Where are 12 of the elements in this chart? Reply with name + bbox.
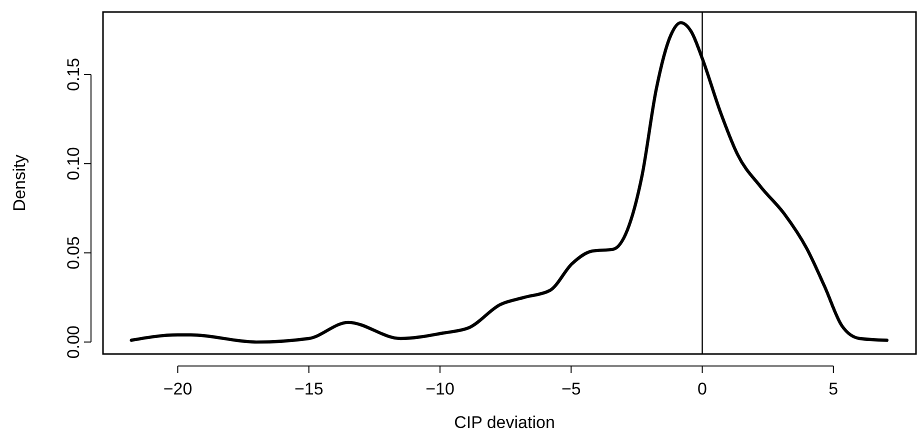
y-axis-title: Density [10,154,29,212]
x-tick-label: 5 [828,380,838,399]
y-tick-label: 0.00 [64,326,83,359]
x-axis-title: CIP deviation [454,413,555,432]
x-tick-label: −20 [163,380,192,399]
y-tick-label: 0.10 [64,147,83,180]
x-tick-label: −10 [426,380,454,399]
y-tick-label: 0.15 [64,58,83,91]
x-tick-label: −15 [294,380,324,399]
x-tick-label: −5 [561,380,581,399]
y-tick-label: 0.05 [64,236,83,270]
x-tick-label: 0 [698,380,707,399]
